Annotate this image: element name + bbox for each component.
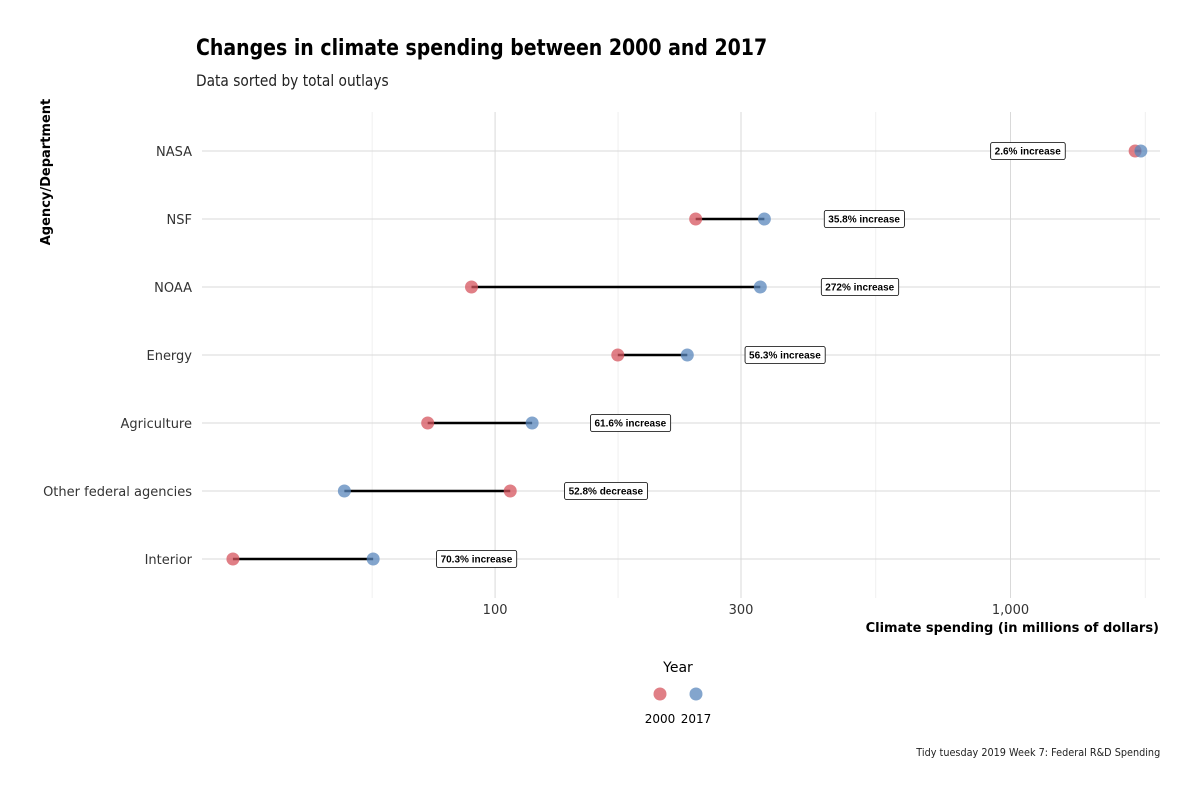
annotation-box <box>436 550 518 568</box>
legend-label: 2017 <box>681 712 712 726</box>
annotation-label: 70.3% increase <box>436 550 518 568</box>
annotation-layer: 2.6% increase 35.8% increase 272% increase… <box>436 142 1066 568</box>
annotation-text: 61.6% increase <box>595 419 667 430</box>
legend-entries: 2000 2017 <box>645 687 712 726</box>
legend-title: Year <box>662 660 693 676</box>
chart-caption: Tidy tuesday 2019 Week 7: Federal R&D Sp… <box>916 746 1160 759</box>
y-tick-label: NSF <box>167 213 192 228</box>
x-tick-label: 100 <box>483 603 508 618</box>
data-point-2017 <box>1134 144 1148 158</box>
annotation-text: 272% increase <box>825 283 894 294</box>
data-point-2000 <box>689 212 703 226</box>
y-tick-label: Interior <box>145 553 193 568</box>
data-point-2000 <box>503 484 517 498</box>
legend: Year 2000 2017 <box>645 660 712 726</box>
y-tick-label: Agriculture <box>121 417 193 432</box>
annotation-text: 70.3% increase <box>441 555 513 566</box>
chart-subtitle: Data sorted by total outlays <box>196 71 389 90</box>
data-point-2017 <box>753 280 767 294</box>
annotation-box <box>590 414 672 432</box>
x-tick-label: 1,000 <box>992 603 1029 618</box>
annotation-box <box>820 278 900 296</box>
data-point-2000 <box>611 348 625 362</box>
data-point-2017 <box>525 416 539 430</box>
x-tick-label: 300 <box>729 603 754 618</box>
legend-swatch <box>689 687 703 701</box>
x-axis-labels: 100 300 1,000 <box>483 603 1029 618</box>
annotation-box <box>823 210 905 228</box>
data-point-2017 <box>337 484 351 498</box>
y-tick-label: NOAA <box>154 281 192 296</box>
annotation-box <box>744 346 826 364</box>
y-tick-label: Energy <box>146 349 192 364</box>
x-axis-title: Climate spending (in millions of dollars… <box>866 621 1159 636</box>
dumbbell-segments <box>232 149 1141 561</box>
data-point-2017 <box>366 552 380 566</box>
annotation-text: 52.8% decrease <box>569 487 644 498</box>
chart-title: Changes in climate spending between 2000… <box>196 36 768 61</box>
annotation-label: 2.6% increase <box>990 142 1066 160</box>
annotation-label: 272% increase <box>820 278 900 296</box>
legend-swatch <box>653 687 667 701</box>
data-point-2000 <box>226 552 240 566</box>
annotation-text: 56.3% increase <box>749 351 821 362</box>
annotation-label: 56.3% increase <box>744 346 826 364</box>
data-point-2000 <box>465 280 479 294</box>
annotation-label: 35.8% increase <box>823 210 905 228</box>
y-axis-labels: NASA NSF NOAA Energy Agriculture Other federa… <box>43 145 193 568</box>
annotation-box <box>564 482 648 500</box>
y-tick-label: NASA <box>156 145 192 160</box>
data-point-2000 <box>421 416 435 430</box>
data-point-2017 <box>757 212 771 226</box>
legend-label: 2000 <box>645 712 676 726</box>
data-point-2017 <box>680 348 694 362</box>
data-points <box>226 144 1148 566</box>
y-tick-label: Other federal agencies <box>43 485 192 500</box>
annotation-box <box>990 142 1066 160</box>
annotation-label: 61.6% increase <box>590 414 672 432</box>
annotation-text: 2.6% increase <box>995 147 1062 158</box>
annotation-text: 35.8% increase <box>828 215 900 226</box>
y-axis-title: Agency/Department <box>39 99 54 246</box>
annotation-label: 52.8% decrease <box>564 482 648 500</box>
